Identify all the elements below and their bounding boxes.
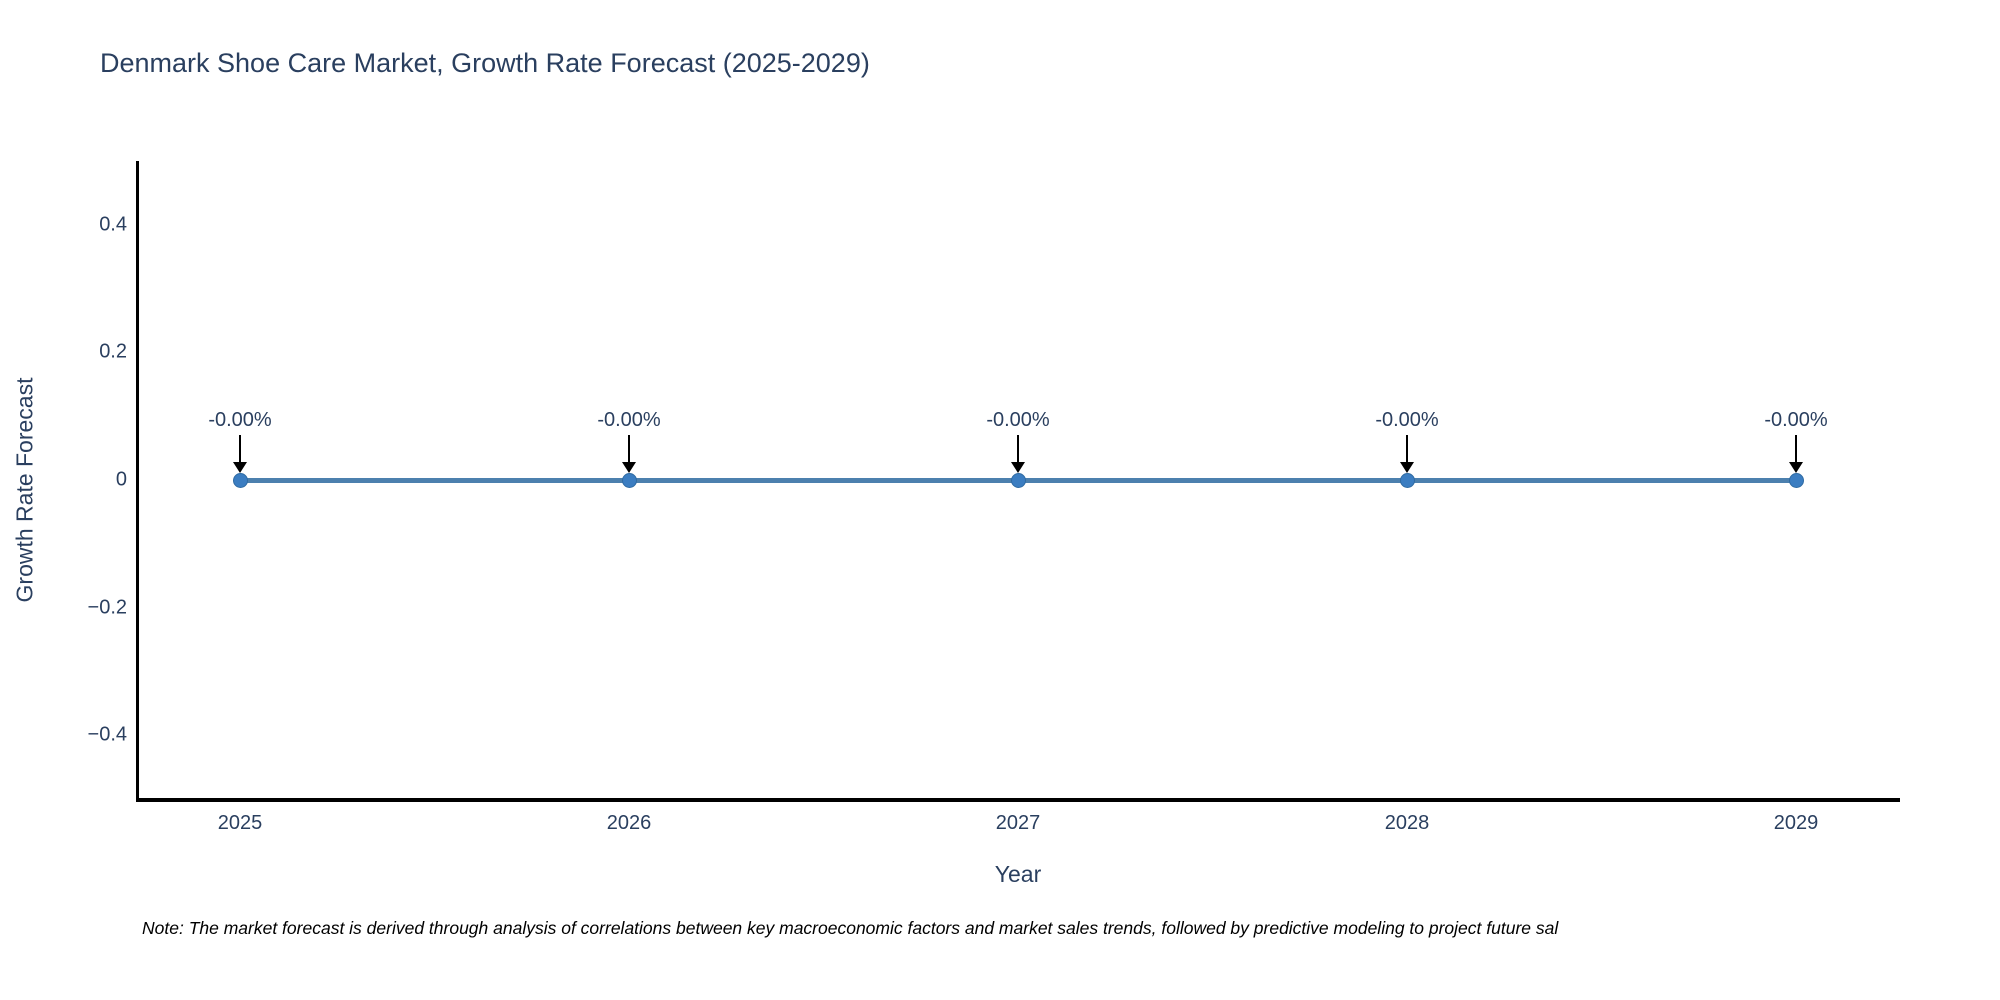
annotation-arrow <box>1017 435 1019 466</box>
annotation-arrow <box>1406 435 1408 466</box>
series-line <box>240 477 629 483</box>
chart-title: Denmark Shoe Care Market, Growth Rate Fo… <box>100 48 870 78</box>
x-tick-label: 2025 <box>217 812 263 834</box>
y-tick-label: −0.2 <box>87 596 127 619</box>
data-point-label: -0.00% <box>986 409 1050 431</box>
chart-footnote: Note: The market forecast is derived thr… <box>142 918 1559 938</box>
series-line <box>1407 477 1796 483</box>
y-axis-line <box>136 161 139 802</box>
data-point-label: -0.00% <box>1375 409 1439 431</box>
annotation-arrowhead <box>1011 462 1025 473</box>
x-axis-line <box>136 798 1900 802</box>
annotation-arrow <box>239 435 241 466</box>
annotation-arrow <box>628 435 630 466</box>
data-point-marker <box>1788 472 1804 488</box>
series-line <box>1018 477 1407 483</box>
annotation-arrowhead <box>1789 462 1803 473</box>
data-point-marker <box>621 472 637 488</box>
x-tick-label: 2029 <box>1773 812 1819 834</box>
data-point-label: -0.00% <box>1764 409 1828 431</box>
annotation-arrowhead <box>1400 462 1414 473</box>
data-point-marker <box>1399 472 1415 488</box>
data-point-marker <box>232 472 248 488</box>
annotation-arrowhead <box>622 462 636 473</box>
data-point-label: -0.00% <box>208 409 272 431</box>
annotation-arrow <box>1795 435 1797 466</box>
y-tick-label: 0 <box>115 468 127 491</box>
y-tick-label: −0.4 <box>87 723 127 746</box>
x-tick-label: 2027 <box>995 812 1041 834</box>
x-tick-label: 2028 <box>1384 812 1430 834</box>
y-tick-label: 0.4 <box>99 213 127 236</box>
data-point-marker <box>1010 472 1026 488</box>
annotation-arrowhead <box>233 462 247 473</box>
x-axis-title: Year <box>994 861 1042 887</box>
x-tick-label: 2026 <box>606 812 652 834</box>
series-line <box>629 477 1018 483</box>
data-point-label: -0.00% <box>597 409 661 431</box>
y-tick-label: 0.2 <box>99 340 127 363</box>
y-axis-title: Growth Rate Forecast <box>11 377 38 603</box>
plot-area: Year 0.4 0.2 0 −0.2 −0.4 2025 2026 2027 2028 2029… <box>88 161 1900 887</box>
